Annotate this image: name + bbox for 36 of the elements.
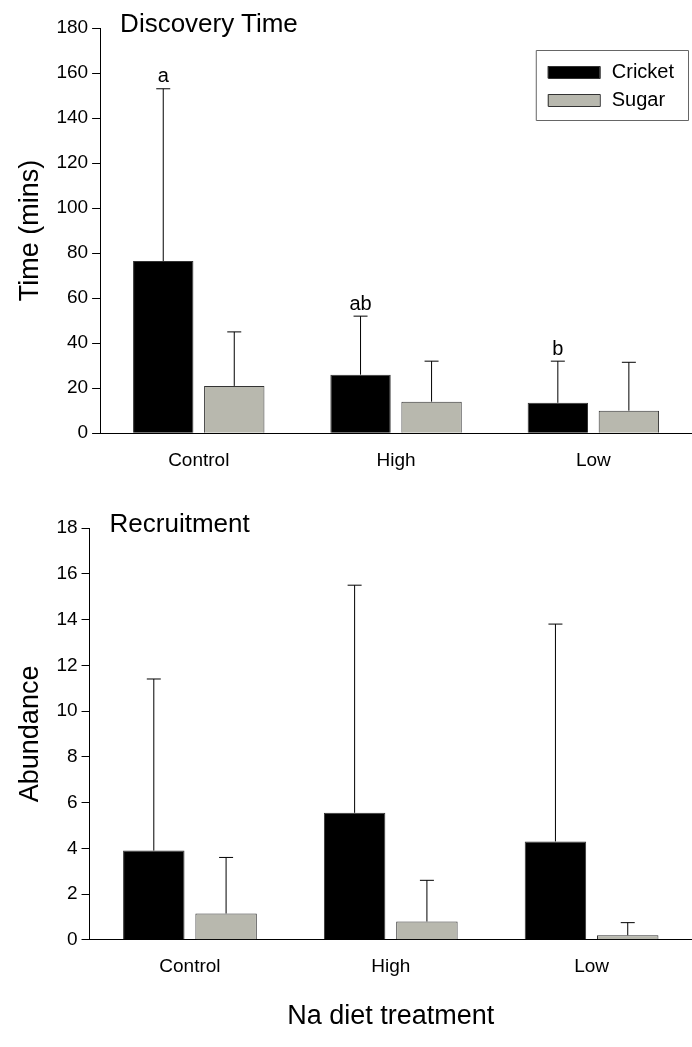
legend-label: Sugar (611, 87, 666, 110)
y-axis-title: Abundance (13, 665, 44, 803)
y-tick-label: 180 (56, 16, 89, 38)
y-tick-label: 80 (66, 241, 89, 263)
y-tick-label: 160 (56, 61, 89, 83)
y-tick-label: 20 (66, 376, 89, 398)
y-tick-label: 18 (56, 516, 78, 538)
y-tick-label: 120 (56, 151, 89, 173)
x-tick-label: Control (168, 448, 230, 470)
y-tick-label: 140 (56, 106, 89, 128)
x-tick-label: Low (575, 448, 612, 470)
y-tick-label: 14 (56, 607, 78, 629)
chart-title: Discovery Time (120, 8, 298, 39)
y-tick-label: 12 (56, 653, 78, 675)
y-tick-label: 60 (66, 286, 89, 308)
x-tick-label: Low (574, 955, 610, 977)
y-tick-label: 6 (66, 790, 78, 812)
x-tick-label: Control (159, 955, 221, 977)
annotation: ab (349, 291, 372, 314)
y-tick-label: 0 (77, 421, 89, 443)
annotation: a (157, 64, 170, 87)
y-tick-label: 16 (56, 561, 78, 583)
annotation: b (552, 336, 564, 359)
x-axis-title: Na diet treatment (287, 1000, 495, 1031)
y-tick-label: 8 (66, 745, 78, 767)
y-tick-label: 4 (66, 836, 78, 858)
x-tick-label: High (371, 955, 411, 977)
y-tick-label: 40 (66, 331, 89, 353)
chart-title: Recruitment (109, 508, 251, 539)
y-tick-label: 100 (56, 196, 89, 218)
y-tick-label: 0 (66, 928, 78, 950)
y-axis-title: Time (mins) (13, 159, 44, 302)
y-tick-label: 2 (66, 882, 78, 904)
x-tick-label: High (376, 448, 416, 470)
legend-label: Cricket (611, 59, 675, 82)
y-tick-label: 10 (56, 699, 78, 721)
